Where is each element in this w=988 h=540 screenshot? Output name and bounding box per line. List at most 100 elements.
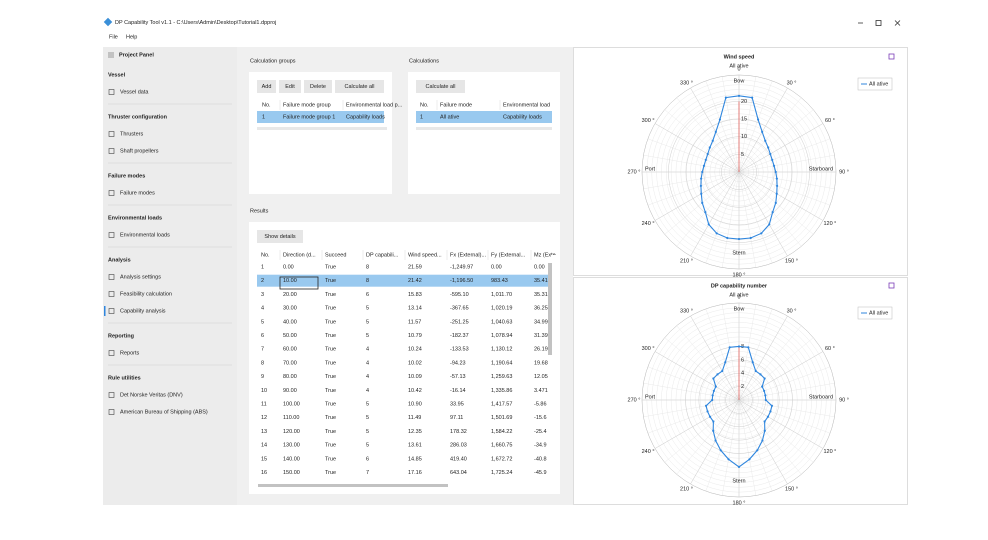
- table-cell[interactable]: 8: [366, 278, 369, 284]
- table-cell[interactable]: Capability loads: [503, 114, 542, 120]
- button-label[interactable]: Add: [262, 84, 272, 90]
- table-cell[interactable]: 1,725.24: [491, 470, 512, 476]
- sidebar-item[interactable]: Feasibility calculation: [120, 291, 172, 297]
- table-cell[interactable]: -5.86: [534, 401, 547, 407]
- table-cell[interactable]: 10.90: [408, 401, 422, 407]
- table-cell[interactable]: 11: [261, 401, 267, 407]
- sidebar-item[interactable]: Failure modes: [120, 190, 155, 196]
- table-cell[interactable]: 3.471: [534, 388, 548, 394]
- button-label[interactable]: Calculate all: [345, 84, 375, 90]
- table-cell[interactable]: -1,249.97: [450, 264, 473, 270]
- table-cell[interactable]: 1,040.63: [491, 319, 512, 325]
- table-cell[interactable]: True: [325, 306, 336, 312]
- table-cell[interactable]: 6: [366, 292, 369, 298]
- table-cell[interactable]: -15.6: [534, 415, 547, 421]
- save-icon[interactable]: [888, 282, 895, 289]
- table-cell[interactable]: 9: [261, 374, 264, 380]
- table-cell[interactable]: 5: [366, 415, 369, 421]
- table-cell[interactable]: 13: [261, 429, 267, 435]
- table-cell[interactable]: 40.00: [283, 319, 297, 325]
- save-icon[interactable]: [888, 53, 895, 60]
- table-cell[interactable]: 1,417.57: [491, 401, 512, 407]
- table-cell[interactable]: 1: [420, 114, 423, 120]
- table-cell[interactable]: 5: [366, 306, 369, 312]
- table-cell[interactable]: 3: [261, 292, 264, 298]
- table-cell[interactable]: 130.00: [283, 443, 300, 449]
- table-cell[interactable]: 26.19: [534, 347, 548, 353]
- table-cell[interactable]: 10.09: [408, 374, 422, 380]
- table-cell[interactable]: All ative: [440, 114, 459, 120]
- table-cell[interactable]: 120.00: [283, 429, 300, 435]
- sidebar-item[interactable]: Thrusters: [120, 131, 143, 137]
- table-cell[interactable]: 1: [262, 114, 265, 120]
- table-cell[interactable]: 31.39: [534, 333, 548, 339]
- table-cell[interactable]: 12.05: [534, 374, 548, 380]
- table-cell[interactable]: -40.8: [534, 456, 547, 462]
- table-cell[interactable]: 150.00: [283, 470, 300, 476]
- table-cell[interactable]: Capability loads: [346, 114, 385, 120]
- button-label[interactable]: Show details: [264, 234, 295, 240]
- menu-item[interactable]: File: [109, 34, 118, 40]
- table-cell[interactable]: 5: [366, 319, 369, 325]
- table-cell[interactable]: 14: [261, 443, 267, 449]
- table-cell[interactable]: -25.4: [534, 429, 547, 435]
- table-cell[interactable]: 8: [366, 264, 369, 270]
- table-cell[interactable]: -251.25: [450, 319, 469, 325]
- table-cell[interactable]: 110.00: [283, 415, 299, 421]
- table-cell[interactable]: True: [325, 401, 336, 407]
- table-cell[interactable]: True: [325, 333, 336, 339]
- table-cell[interactable]: 11.49: [408, 415, 421, 421]
- table-cell[interactable]: True: [325, 292, 336, 298]
- table-cell[interactable]: 11.57: [408, 319, 421, 325]
- table-cell[interactable]: 1,130.12: [491, 347, 512, 353]
- table-cell[interactable]: 5: [366, 401, 369, 407]
- table-cell[interactable]: 90.00: [283, 388, 297, 394]
- table-cell[interactable]: -1,196.50: [450, 278, 473, 284]
- table-cell[interactable]: True: [325, 470, 336, 476]
- table-cell[interactable]: 97.11: [450, 415, 463, 421]
- table-cell[interactable]: 35.41: [534, 278, 548, 284]
- sidebar-item[interactable]: American Bureau of Shipping (ABS): [120, 409, 208, 415]
- table-cell[interactable]: 30.00: [283, 306, 297, 312]
- button[interactable]: [304, 80, 332, 93]
- table-cell[interactable]: 4: [366, 388, 369, 394]
- table-cell[interactable]: True: [325, 360, 336, 366]
- button-label[interactable]: Calculate all: [426, 84, 456, 90]
- table-cell[interactable]: 14.85: [408, 456, 422, 462]
- sidebar-item[interactable]: Det Norske Veritas (DNV): [120, 392, 183, 398]
- table-cell[interactable]: 1,190.64: [491, 360, 512, 366]
- table-cell[interactable]: -367.65: [450, 306, 469, 312]
- table-cell[interactable]: 1,672.72: [491, 456, 512, 462]
- table-cell[interactable]: True: [325, 347, 336, 353]
- table-cell[interactable]: 0.00: [283, 264, 294, 270]
- table-cell[interactable]: 60.00: [283, 347, 297, 353]
- button[interactable]: [416, 80, 465, 93]
- table-cell[interactable]: 16: [261, 470, 267, 476]
- table-cell[interactable]: 1,335.86: [491, 388, 512, 394]
- table-cell[interactable]: 1,584.22: [491, 429, 512, 435]
- table-cell[interactable]: 4: [366, 374, 369, 380]
- table-cell[interactable]: 36.25: [534, 306, 548, 312]
- table-cell[interactable]: 1,020.19: [491, 306, 512, 312]
- table-cell[interactable]: 13.61: [408, 443, 422, 449]
- table-cell[interactable]: 13.14: [408, 306, 422, 312]
- button[interactable]: [257, 80, 276, 93]
- table-cell[interactable]: 12.35: [408, 429, 422, 435]
- table-cell[interactable]: 5: [366, 333, 369, 339]
- table-cell[interactable]: 70.00: [283, 360, 297, 366]
- sidebar-item[interactable]: Analysis settings: [120, 274, 161, 280]
- table-cell[interactable]: 643.04: [450, 470, 467, 476]
- table-cell[interactable]: 100.00: [283, 401, 300, 407]
- table-cell[interactable]: -45.9: [534, 470, 547, 476]
- table-cell[interactable]: True: [325, 429, 336, 435]
- table-cell[interactable]: 1,660.75: [491, 443, 512, 449]
- table-cell[interactable]: 4: [261, 306, 264, 312]
- table-cell[interactable]: 983.43: [491, 278, 508, 284]
- table-cell[interactable]: True: [325, 278, 336, 284]
- maximize-button[interactable]: [875, 20, 882, 26]
- table-cell[interactable]: 5: [366, 429, 369, 435]
- table-cell[interactable]: True: [325, 443, 336, 449]
- table-cell[interactable]: 1,078.94: [491, 333, 512, 339]
- table-cell[interactable]: True: [325, 456, 336, 462]
- table-cell[interactable]: 15: [261, 456, 267, 462]
